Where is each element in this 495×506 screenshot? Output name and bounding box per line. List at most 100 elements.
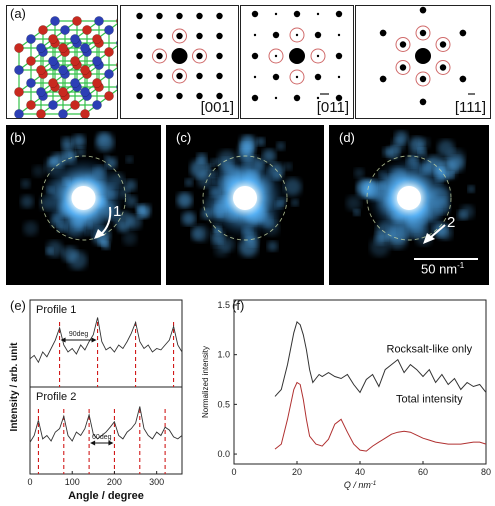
- highlight-circle: [415, 25, 431, 41]
- diffraction-spot: [156, 12, 163, 20]
- diffraction-spot: [337, 33, 341, 37]
- diffraction-spot: [419, 7, 427, 14]
- diffraction-spot: [335, 10, 343, 18]
- x-axis-label: Q / nm-1: [344, 480, 376, 490]
- x-axis-label-sup: -1: [371, 481, 376, 487]
- atom: [36, 109, 46, 118]
- central-spot: [415, 48, 431, 64]
- atom: [58, 65, 68, 75]
- speckle: [122, 231, 137, 246]
- speckle: [262, 149, 276, 163]
- diffraction-spot: [216, 52, 223, 60]
- diffraction-spot: [274, 96, 278, 100]
- profile-line: [29, 406, 183, 443]
- annotation-arrowhead: [90, 440, 96, 446]
- diffraction-spot: [136, 12, 143, 20]
- atom: [92, 100, 102, 110]
- atom: [26, 34, 36, 44]
- dashed-ring: [41, 155, 126, 241]
- atom: [26, 56, 36, 66]
- atom: [36, 87, 46, 97]
- zone-axis-011-label: [011]: [316, 99, 349, 116]
- direct-beam: [397, 186, 421, 210]
- atom: [48, 100, 58, 110]
- highlight-circle: [152, 48, 167, 64]
- speckle: [125, 156, 133, 164]
- speckle: [72, 134, 86, 148]
- rocksalt-crystal-model: [14, 16, 117, 118]
- atom: [58, 109, 68, 118]
- spot-pattern-011: [251, 10, 343, 102]
- diffraction-spot: [216, 92, 223, 100]
- atom: [92, 34, 102, 44]
- atom: [80, 43, 90, 53]
- series-label: Total intensity: [396, 393, 463, 405]
- y-tick-label: 0.5: [217, 399, 230, 409]
- highlight-circle: [415, 71, 431, 87]
- speckle: [196, 153, 207, 164]
- diffraction-spot: [251, 10, 259, 18]
- atom: [70, 100, 80, 110]
- highlight-circle: [172, 28, 187, 44]
- speckle: [457, 210, 468, 220]
- panel-label-c: (c): [176, 130, 192, 145]
- speckle: [467, 185, 475, 193]
- diffraction-spot: [335, 94, 343, 102]
- nanobeam-diffraction-image-c: [166, 125, 324, 285]
- speckle: [184, 178, 193, 187]
- diffraction-spot: [419, 75, 427, 83]
- diffraction-spot: [316, 12, 320, 16]
- x-tick-label: 0: [27, 477, 32, 487]
- highlight-circle: [310, 48, 326, 64]
- speckle: [96, 131, 110, 145]
- speckle: [190, 159, 210, 179]
- diffraction-spot: [156, 32, 163, 40]
- annotation-label: 60deg: [92, 434, 112, 441]
- spot-pattern-111: [379, 6, 467, 106]
- speckle: [138, 203, 152, 217]
- atom: [104, 91, 114, 101]
- diffraction-spot: [253, 33, 257, 37]
- diffraction-spot: [196, 32, 203, 40]
- atom: [48, 78, 58, 88]
- diffraction-glow-c: [177, 135, 302, 257]
- x-tick-label: 60: [418, 467, 428, 477]
- zone-axis-001-label: [001]: [200, 99, 234, 116]
- atom: [58, 87, 68, 97]
- y-tick-label: 1.5: [217, 300, 230, 310]
- x-tick-label: 100: [65, 477, 80, 487]
- y-axis-label: Intensity / arb. unit: [9, 342, 20, 432]
- atom: [36, 43, 46, 53]
- atom: [58, 43, 68, 53]
- subplot-title: Profile 2: [36, 391, 76, 403]
- scale-bar: [414, 258, 478, 260]
- diffraction-spot: [439, 64, 447, 71]
- angular-profile-chart: Profile 1 90deg Profile 2 60deg 0 100 200 300 An…: [9, 299, 183, 502]
- x-axis-label: Angle / degree: [68, 490, 144, 502]
- atom: [38, 25, 48, 35]
- overline-mark: [320, 93, 329, 95]
- dashed-ring: [366, 155, 452, 241]
- atom: [14, 43, 24, 53]
- speckle: [353, 209, 361, 216]
- speckle: [21, 179, 31, 189]
- atom: [104, 69, 114, 79]
- diffraction-spot: [316, 96, 320, 100]
- speckle: [103, 154, 110, 161]
- highlight-circle: [289, 27, 305, 43]
- speckle: [387, 145, 401, 159]
- highlight-circle: [395, 37, 411, 52]
- atom: [70, 34, 80, 44]
- speckle: [177, 192, 193, 208]
- speckle: [284, 162, 293, 171]
- diffraction-spot: [253, 75, 257, 79]
- diffraction-spot: [293, 10, 301, 18]
- diffraction-spot: [459, 29, 466, 37]
- diffraction-spot: [337, 75, 341, 79]
- subplot-title: Profile 1: [36, 304, 76, 316]
- speckle: [448, 155, 465, 172]
- dashed-ring: [202, 155, 288, 241]
- atom: [92, 56, 102, 66]
- diffraction-spot: [156, 52, 163, 60]
- diffraction-spot: [216, 32, 223, 40]
